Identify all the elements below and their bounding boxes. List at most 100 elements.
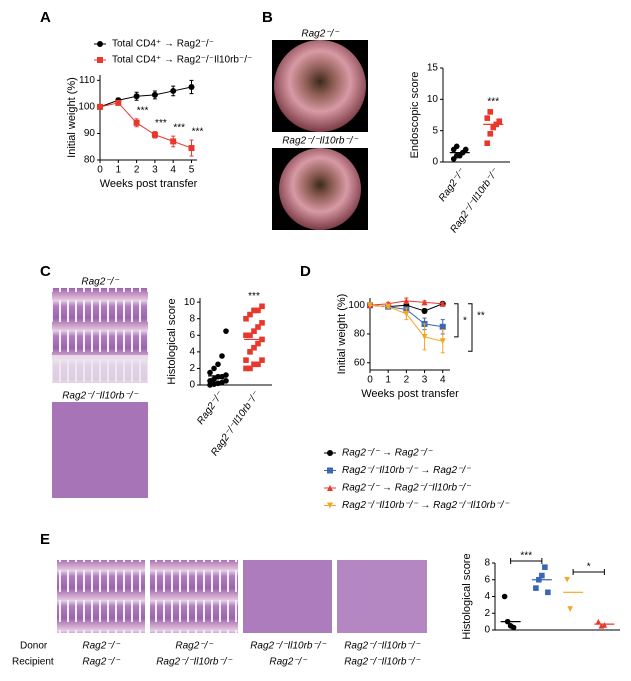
y-tick-label: 0 — [432, 157, 438, 168]
histology-image — [57, 560, 145, 633]
y-tick-label: 110 — [79, 75, 95, 86]
marker — [490, 124, 497, 131]
x-tick-label: Rag2⁻/⁻ — [195, 389, 226, 426]
marker — [211, 365, 217, 372]
marker — [97, 103, 103, 110]
recipient-label: Rag2⁻/⁻Il10rb⁻/⁻ — [344, 657, 420, 668]
marker — [259, 357, 265, 363]
endoscopy-view — [274, 40, 366, 132]
y-tick-label: 4 — [484, 591, 490, 602]
legend-label: Total CD4⁺ → Rag2⁻/⁻ — [112, 39, 214, 50]
y-axis-label: Histological score — [166, 298, 178, 384]
marker — [545, 589, 551, 596]
legend-label: Rag2⁻/⁻Il10rb⁻/⁻ → Rag2⁻/⁻Il10rb⁻/⁻ — [342, 500, 509, 511]
marker — [151, 91, 158, 98]
marker — [251, 307, 257, 314]
y-tick-label: 80 — [354, 329, 366, 340]
significance: ** — [477, 311, 485, 322]
marker — [595, 618, 602, 625]
y-tick-label: 2 — [189, 363, 195, 374]
y-axis-label: Initial weight (%) — [336, 294, 348, 375]
marker — [439, 300, 446, 307]
series-line — [99, 102, 192, 149]
marker — [255, 307, 261, 314]
y-tick-label: 6 — [189, 330, 195, 341]
significance: * — [463, 316, 467, 327]
marker — [251, 361, 257, 368]
marker — [243, 315, 249, 322]
y-tick-label: 0 — [484, 625, 490, 636]
marker — [133, 119, 140, 126]
marker — [496, 118, 503, 125]
marker — [133, 93, 140, 100]
marker — [211, 376, 217, 383]
y-tick-label: 80 — [84, 155, 96, 166]
x-tick-label: 2 — [134, 165, 140, 176]
marker — [542, 564, 548, 570]
marker — [188, 145, 195, 152]
y-tick-label: 5 — [432, 125, 438, 136]
legend-label: Rag2⁻/⁻Il10rb⁻/⁻ → Rag2⁻/⁻ — [342, 465, 471, 476]
marker — [247, 349, 253, 355]
legend-marker — [327, 485, 333, 491]
significance: * — [587, 562, 591, 573]
marker — [259, 320, 265, 326]
y-axis-label: Initial weight (%) — [66, 77, 78, 158]
marker — [533, 585, 539, 591]
y-tick-label: 100 — [348, 300, 365, 311]
panel-label: E — [40, 531, 50, 548]
donor-label: Rag2⁻/⁻Il10rb⁻/⁻ — [344, 641, 420, 652]
marker — [188, 83, 195, 90]
row-label: Donor — [20, 641, 48, 652]
y-tick-label: 60 — [354, 357, 366, 368]
x-axis-label: Weeks post transfer — [361, 388, 459, 400]
marker — [487, 131, 494, 137]
marker — [453, 143, 460, 150]
series-line — [99, 86, 192, 108]
marker — [501, 593, 508, 600]
marker — [367, 302, 373, 309]
x-tick-label: 1 — [116, 165, 122, 176]
panel-label: B — [262, 9, 273, 26]
marker — [421, 307, 428, 314]
x-tick-label: 2 — [404, 375, 410, 386]
legend-label: Rag2⁻/⁻ → Rag2⁻/⁻Il10rb⁻/⁻ — [342, 483, 471, 494]
marker — [251, 344, 257, 351]
marker — [219, 353, 225, 359]
legend-label: Rag2⁻/⁻ → Rag2⁻/⁻ — [342, 448, 433, 459]
marker — [439, 338, 446, 345]
marker — [601, 622, 608, 628]
marker — [403, 310, 410, 317]
y-tick-label: 100 — [78, 102, 95, 113]
image-label: Rag2⁻/⁻ — [81, 277, 119, 288]
marker — [421, 299, 428, 306]
donor-label: Rag2⁻/⁻ — [82, 641, 120, 652]
marker — [151, 131, 158, 138]
marker — [247, 332, 253, 339]
marker — [223, 372, 229, 378]
x-axis-label: Weeks post transfer — [100, 178, 198, 190]
marker — [243, 332, 249, 339]
x-tick-label: 4 — [170, 165, 176, 176]
y-tick-label: 8 — [484, 558, 490, 569]
marker — [215, 361, 221, 368]
marker — [247, 365, 253, 372]
donor-label: Rag2⁻/⁻Il10rb⁻/⁻ — [250, 641, 326, 652]
legend-marker — [97, 57, 103, 63]
marker — [251, 328, 257, 334]
y-tick-label: 2 — [484, 608, 490, 619]
image-label: Rag2⁻/⁻Il10rb⁻/⁻ — [282, 136, 358, 147]
marker — [170, 87, 177, 94]
marker — [223, 328, 229, 334]
marker — [487, 109, 494, 115]
x-tick-label: 4 — [440, 375, 446, 386]
marker — [115, 99, 122, 106]
bracket — [468, 303, 473, 352]
marker — [484, 140, 491, 146]
marker — [484, 115, 491, 121]
x-tick-label: 1 — [385, 375, 391, 386]
image-label: Rag2⁻/⁻Il10rb⁻/⁻ — [62, 391, 138, 402]
panel-label: A — [40, 9, 51, 26]
significance: *** — [173, 123, 185, 134]
